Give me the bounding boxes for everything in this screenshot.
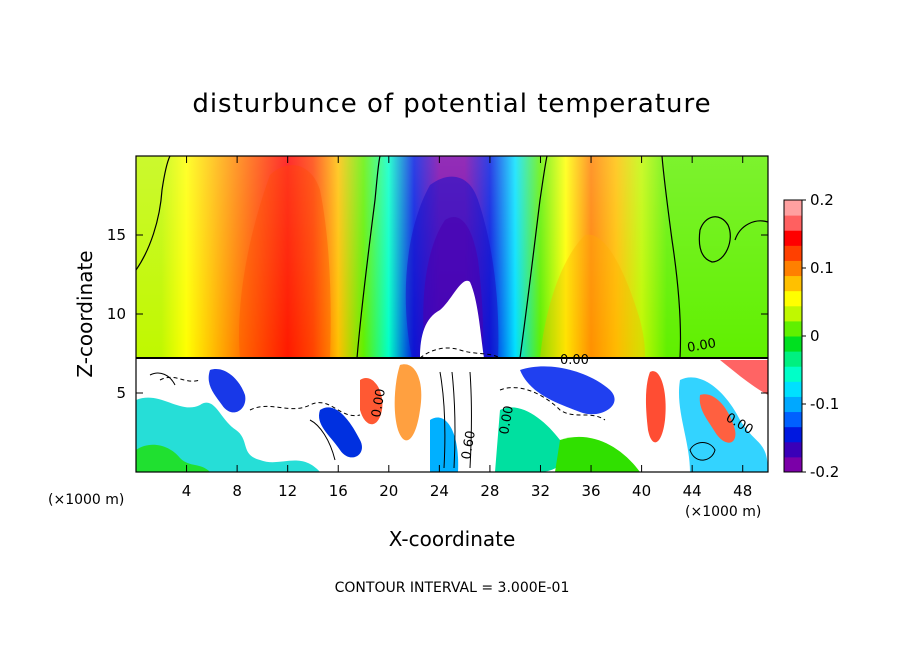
lower-patch-8 [495, 407, 567, 472]
lower-contours [149, 371, 716, 469]
x-tick-label: 40 [632, 482, 651, 500]
x-tick-label: 8 [232, 482, 242, 500]
lower-patch-1 [136, 397, 320, 472]
colorbar-swatch [784, 336, 802, 352]
x-tick-label: 24 [430, 482, 449, 500]
x-tick-label: 16 [329, 482, 348, 500]
y-tick-label: 5 [116, 384, 126, 402]
colorbar-swatch [784, 290, 802, 307]
colorbar-swatch [784, 305, 802, 322]
colorbar-swatch [784, 275, 802, 292]
x-tick-label: 36 [581, 482, 600, 500]
contour-label: 0.00 [369, 388, 389, 419]
colorbar-swatch [784, 260, 802, 277]
lower-patch-10 [555, 436, 640, 472]
x-unit-right: (×1000 m) [685, 504, 761, 520]
lower-patch-5 [360, 378, 383, 425]
x-tick-label: 48 [733, 482, 752, 500]
lower-patch-14 [720, 360, 768, 395]
colorbar-swatch [784, 366, 802, 382]
lower-patch-2 [136, 444, 210, 472]
colorbar-swatch [784, 215, 802, 231]
colorbar-tick-label: -0.2 [810, 463, 839, 481]
colorbar-swatch [784, 200, 802, 216]
colorbar-swatch [784, 381, 802, 397]
x-tick-label: 28 [480, 482, 499, 500]
lower-patch-7 [430, 417, 459, 472]
warm-core-right [540, 234, 645, 358]
contour-label: 0.60 [459, 430, 479, 461]
x-tick-label: 44 [683, 482, 702, 500]
warm-core-left [239, 165, 331, 358]
x-axis-label: X-coordinate [389, 527, 516, 551]
colorbar-swatch [784, 351, 802, 367]
colorbar-swatch [784, 456, 802, 473]
x-tick-label: 20 [379, 482, 398, 500]
contour-label: 0.00 [560, 353, 589, 368]
lower-patch-4 [319, 407, 362, 458]
lower-patch-6 [394, 364, 422, 441]
x-tick-label: 4 [182, 482, 192, 500]
colorbar-ticks: 0.2 0.1 0 -0.1 -0.2 [802, 191, 839, 481]
contour-label: 0.00 [686, 336, 717, 356]
contour-lines [136, 156, 768, 359]
lower-patch-11 [645, 371, 666, 443]
heatmap-field [136, 156, 768, 472]
x-axis-ticks: 4 8 12 16 20 24 28 32 36 40 44 48 [182, 156, 752, 500]
lower-patch-3 [208, 369, 246, 413]
colorbar-swatch [784, 411, 802, 428]
x-tick-label: 12 [278, 482, 297, 500]
colorbar-tick-label: -0.1 [810, 395, 839, 413]
x-unit-left: (×1000 m) [48, 492, 124, 508]
colorbar-swatch [784, 396, 802, 413]
contour-label: 0.00 [497, 405, 517, 436]
y-tick-label: 10 [107, 305, 126, 323]
colorbar-swatch [784, 245, 802, 261]
colorbar-tick-label: 0 [810, 327, 820, 345]
colorbar-swatch [784, 230, 802, 246]
y-axis-label: Z-coordinate [73, 250, 97, 377]
y-tick-label: 15 [107, 226, 126, 244]
lower-patch-9 [520, 366, 615, 415]
x-tick-label: 32 [531, 482, 550, 500]
chart-title: disturbunce of potential temperature [192, 89, 711, 119]
colorbar-tick-label: 0.1 [810, 259, 834, 277]
y-axis-ticks: 5 10 15 [107, 226, 768, 402]
colorbar-tick-label: 0.2 [810, 191, 834, 209]
contour-label-group: 0.00 0.00 0.00 0.60 0.00 0.00 [369, 336, 755, 461]
dashed-contours [159, 347, 606, 421]
contour-interval-footer: CONTOUR INTERVAL = 3.000E-01 [335, 580, 570, 596]
colorbar-swatch [784, 441, 802, 458]
colorbar [783, 199, 803, 473]
lower-patch-13 [699, 394, 736, 443]
colorbar-swatch [784, 426, 802, 443]
colorbar-swatch [784, 320, 802, 337]
cold-core-white-region [420, 280, 484, 358]
